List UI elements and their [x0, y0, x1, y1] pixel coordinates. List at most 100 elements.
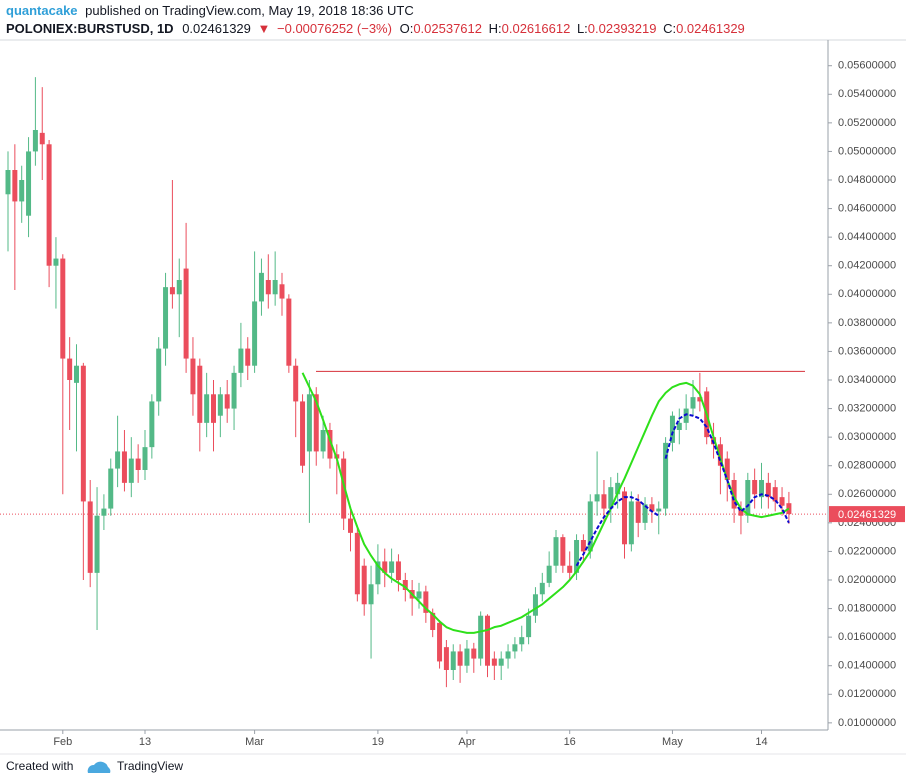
candle-body [67, 358, 73, 380]
x-tick-label: 14 [755, 736, 767, 748]
close-value: 0.02461329 [676, 21, 745, 36]
published: published on TradingView.com, May 19, 20… [85, 3, 414, 18]
footer-brand[interactable]: TradingView [117, 759, 183, 773]
candle-body [765, 482, 771, 498]
candle-body [211, 394, 216, 423]
symbol: POLONIEX:BURSTUSD, 1D [6, 21, 174, 36]
candle-body [622, 491, 627, 545]
candle-body [656, 508, 662, 512]
y-tick-label: 0.01400000 [838, 660, 896, 672]
open-value: 0.02537612 [413, 21, 482, 36]
candle-body [457, 651, 463, 666]
y-tick-label: 0.05600000 [838, 60, 896, 72]
candle-body [738, 508, 744, 516]
high-label: H: [489, 21, 502, 36]
candle-body [46, 144, 52, 266]
y-tick-label: 0.03000000 [838, 431, 896, 443]
candle-body [464, 648, 470, 666]
candle-body [163, 287, 169, 349]
x-tick-label: 19 [372, 736, 384, 748]
candle-body [683, 408, 689, 423]
candle-body [190, 358, 196, 395]
y-tick-label: 0.01200000 [838, 688, 896, 700]
candle-body [53, 258, 59, 266]
x-tick-label: Apr [458, 736, 475, 748]
candle-body [5, 170, 11, 195]
candle-body [375, 561, 381, 585]
y-tick-label: 0.02800000 [838, 460, 896, 472]
header-line-1: quantacake published on TradingView.com,… [6, 3, 414, 18]
y-tick-label: 0.03400000 [838, 374, 896, 386]
candle-body [724, 458, 730, 480]
candle-body [512, 644, 518, 652]
y-tick-label: 0.04600000 [838, 202, 896, 214]
candle-body [669, 415, 675, 443]
candle-body [320, 430, 326, 452]
candle-body [560, 537, 566, 566]
candle-body [505, 651, 511, 659]
candle-body [74, 365, 79, 383]
candle-body [204, 394, 210, 423]
candle-body [354, 532, 360, 595]
candle-body [382, 561, 388, 573]
candle-body [697, 397, 703, 402]
candle-body [615, 482, 621, 495]
candle-body [759, 480, 764, 498]
candle-body [224, 394, 230, 409]
candle-body [389, 561, 395, 573]
candle-body [430, 612, 436, 630]
candle-body [252, 301, 258, 366]
tradingview-logo[interactable] [87, 761, 111, 773]
author[interactable]: quantacake [6, 3, 78, 18]
last-price-label: 0.02461329 [838, 509, 896, 521]
candle-body [94, 515, 100, 573]
last-price-box [829, 506, 905, 523]
candle-body [443, 647, 449, 670]
candle-body [519, 637, 525, 645]
candle-body [594, 494, 600, 502]
candle-body [60, 258, 66, 359]
open-label: O: [400, 21, 414, 36]
candle-body [286, 298, 292, 366]
candle-body [300, 401, 306, 466]
candle-body [628, 501, 634, 545]
candle-body [608, 487, 614, 509]
candle-body [676, 422, 682, 430]
candle-body [258, 272, 264, 302]
y-tick-label: 0.03200000 [838, 402, 896, 414]
y-tick-label: 0.01600000 [838, 631, 896, 643]
candle-body [265, 280, 271, 295]
overlay-line [301, 372, 790, 634]
y-tick-label: 0.01800000 [838, 602, 896, 614]
x-tick-label: Mar [245, 736, 264, 748]
candle-body [567, 565, 573, 573]
candle-body [238, 348, 244, 373]
logo-cloud [87, 761, 111, 773]
candle-body [183, 268, 189, 359]
candle-body [341, 458, 347, 519]
overlay-line [575, 496, 660, 567]
y-tick-label: 0.03600000 [838, 345, 896, 357]
candle-body [348, 518, 353, 533]
candle-body [142, 447, 148, 470]
candle-body [12, 170, 18, 202]
y-tick-label: 0.04000000 [838, 288, 896, 300]
arrow: ▼ [258, 21, 271, 36]
change: −0.00076252 (−3%) [277, 21, 392, 36]
candle-body [395, 561, 401, 580]
candle-body [149, 401, 155, 448]
candle-body [642, 504, 648, 523]
candle-body [779, 497, 785, 506]
candle-body [231, 372, 237, 409]
candle-body [156, 348, 162, 402]
y-tick-label: 0.04400000 [838, 231, 896, 243]
candle-body [217, 394, 223, 416]
y-tick-label: 0.02000000 [838, 574, 896, 586]
candle-body [532, 594, 538, 616]
y-tick-label: 0.04200000 [838, 260, 896, 272]
candle-body [108, 468, 114, 509]
y-tick-label: 0.05400000 [838, 88, 896, 100]
candle-body [128, 458, 134, 483]
